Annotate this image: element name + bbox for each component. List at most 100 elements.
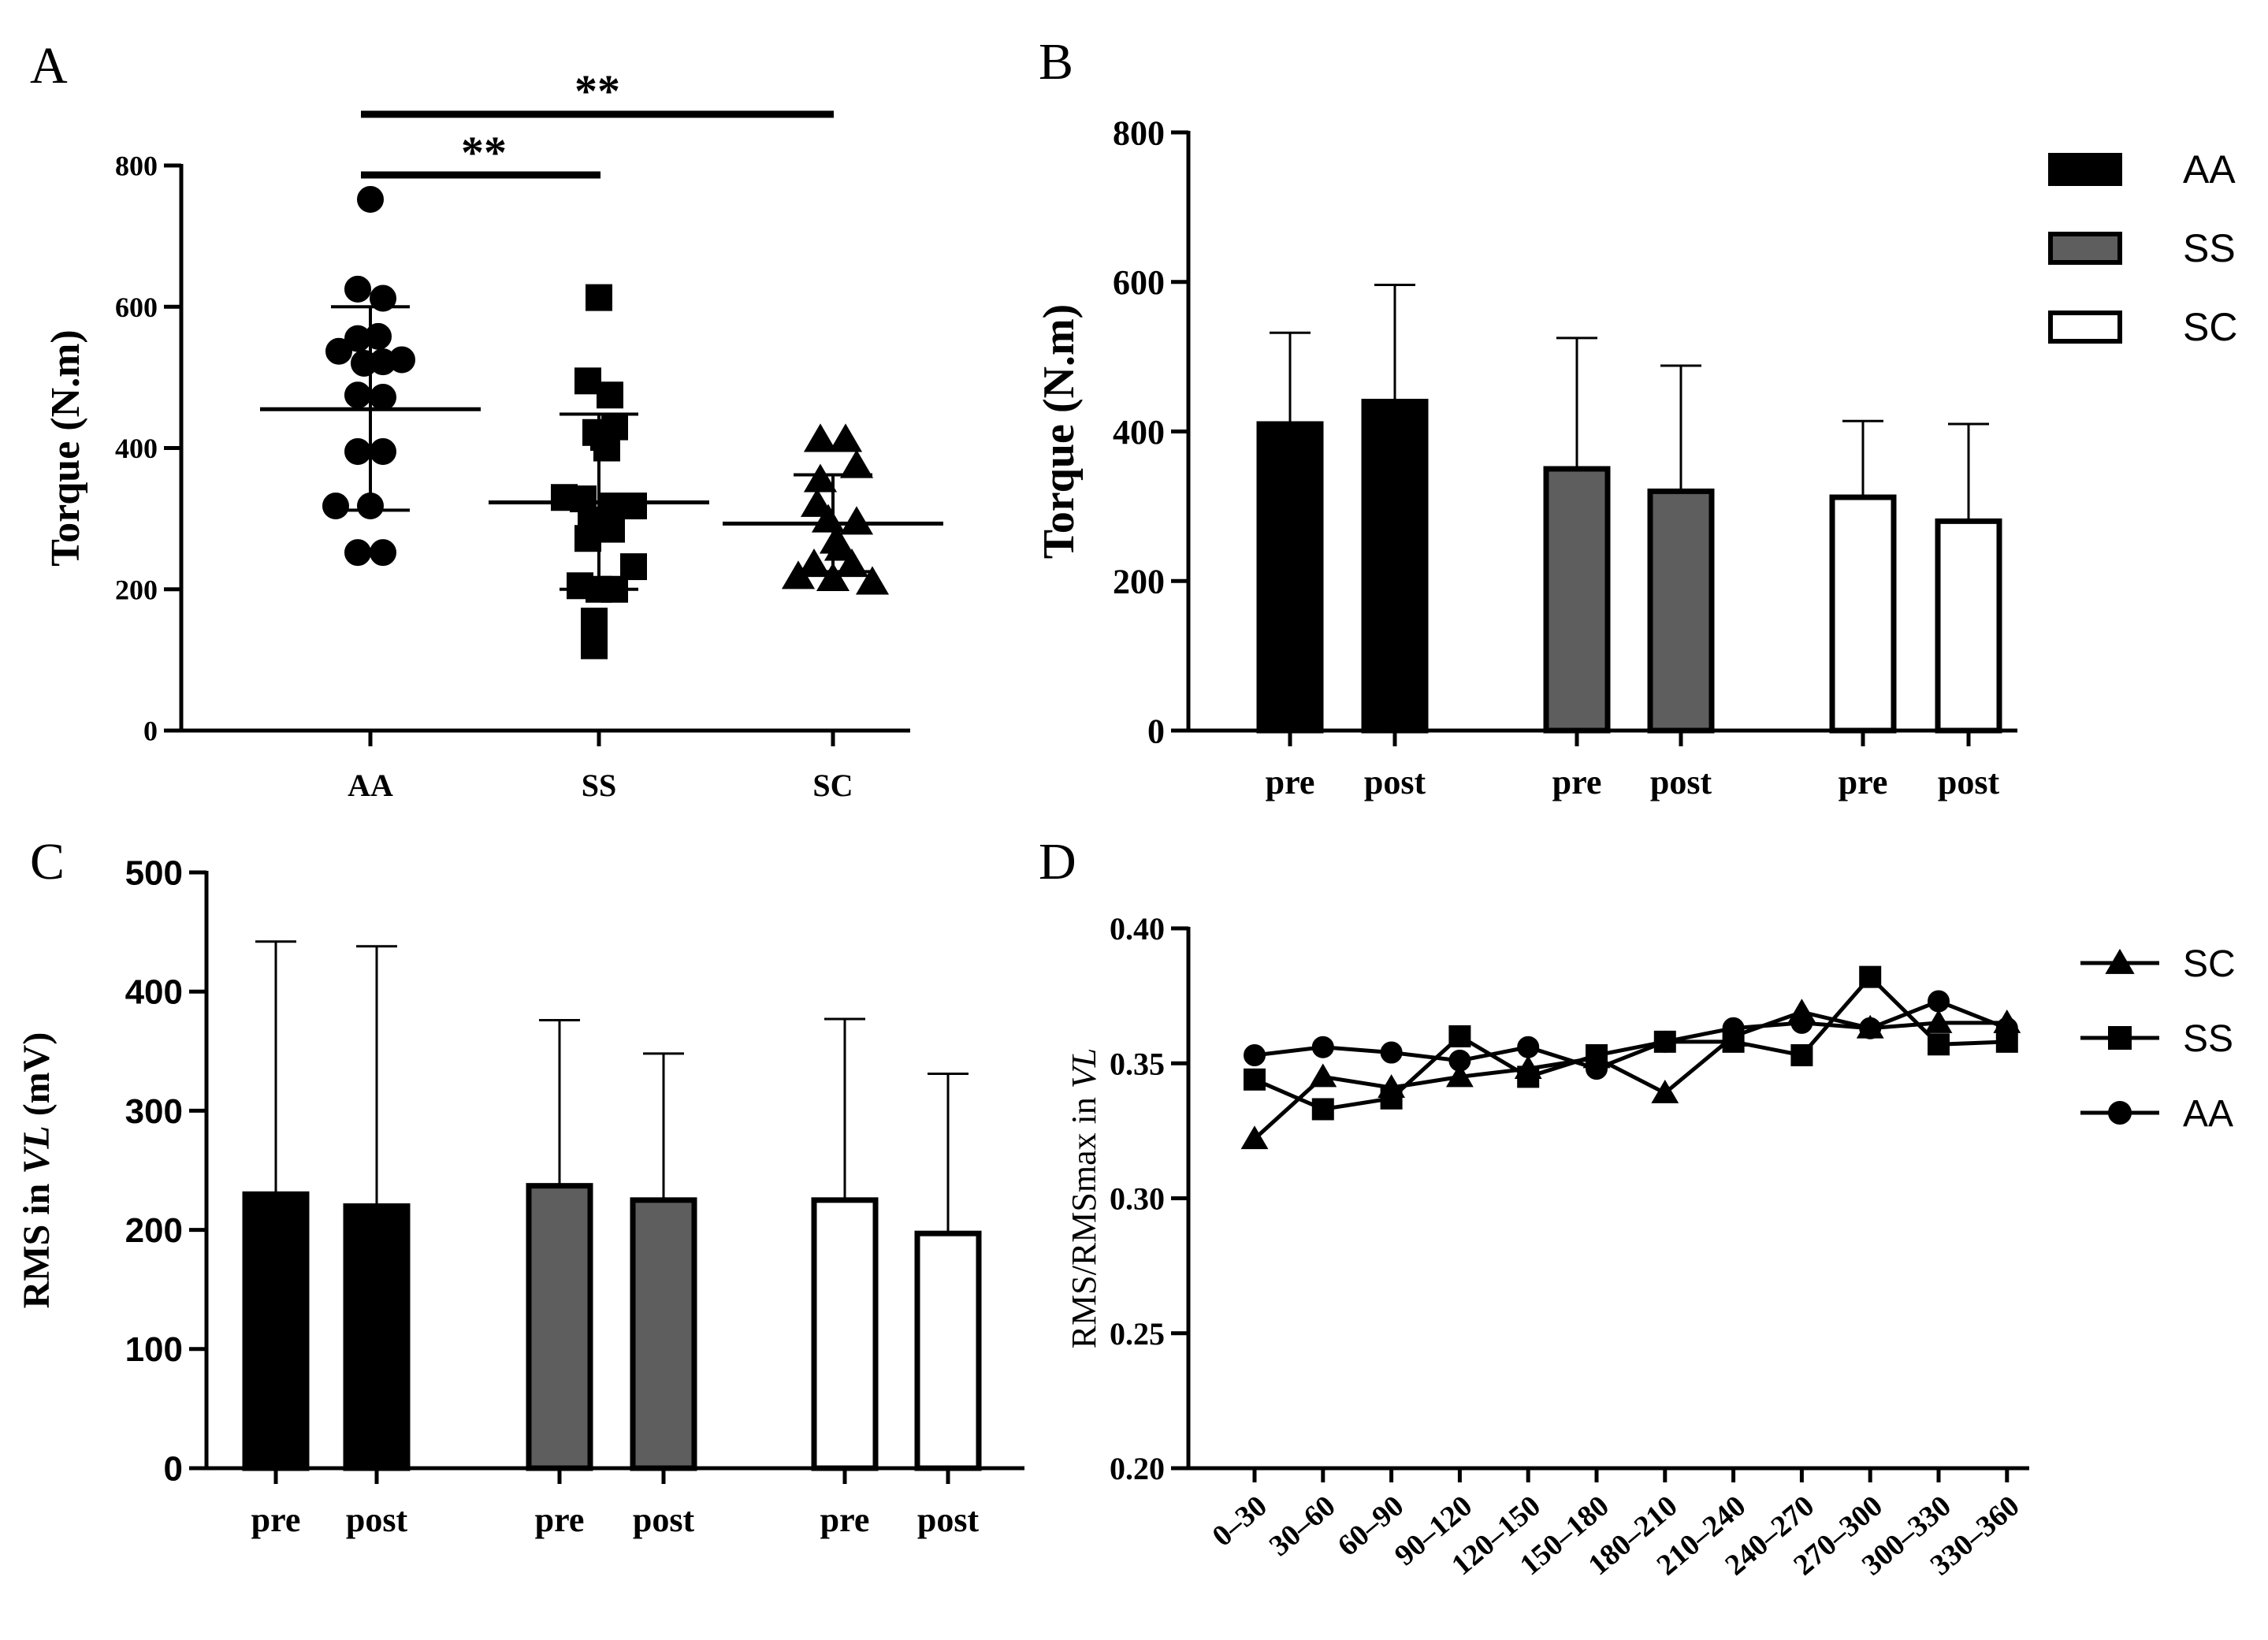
x-tick-label: post xyxy=(1938,763,2000,801)
legend-label-sc: SC xyxy=(2183,943,2236,985)
bar-sc-pre xyxy=(1829,494,1897,734)
data-point xyxy=(322,492,349,519)
panel-a: 0 200 400 600 800 AA SS SC Torque (N.m) ** ** xyxy=(43,65,943,803)
bar-aa-pre xyxy=(1256,421,1324,734)
x-tick-label: pre xyxy=(535,1501,585,1539)
series-point-aa xyxy=(1859,1017,1882,1039)
data-point xyxy=(855,566,890,595)
x-tick-label: post xyxy=(917,1501,980,1539)
legend-marker-sc xyxy=(2105,948,2135,974)
data-point xyxy=(357,186,384,214)
bar-aa-pre xyxy=(242,1191,310,1471)
significance-label: ** xyxy=(461,127,507,178)
series-point-sc xyxy=(1924,1009,1953,1033)
data-point xyxy=(344,539,371,567)
series-point-aa xyxy=(1517,1036,1540,1058)
y-tick-label: 0.30 xyxy=(1110,1181,1165,1217)
series-point-ss xyxy=(1928,1033,1950,1056)
legend-swatch-aa xyxy=(2048,153,2122,186)
panel-label-b: B xyxy=(1039,33,1073,91)
data-point xyxy=(828,423,863,452)
legend-label-ss: SS xyxy=(2183,226,2236,270)
series-point-ss xyxy=(1311,1098,1334,1121)
y-tick-label: 200 xyxy=(125,1211,183,1250)
x-tick-label: 30–60 xyxy=(1263,1489,1342,1563)
x-tick-label: post xyxy=(346,1501,408,1539)
x-tick-label: SC xyxy=(812,768,853,803)
data-point xyxy=(598,515,625,543)
data-point xyxy=(835,548,869,578)
y-tick-label: 0.20 xyxy=(1110,1451,1165,1486)
y-tick-label: 0 xyxy=(143,716,158,747)
x-tick-label: pre xyxy=(1266,763,1315,801)
y-axis-title: Torque (N.m) xyxy=(43,329,88,566)
legend-label-sc: SC xyxy=(2183,305,2237,349)
data-point xyxy=(581,632,608,660)
panel-label-a: A xyxy=(30,37,68,95)
data-point xyxy=(620,492,647,519)
x-tick-label: post xyxy=(1650,763,1712,801)
series-point-aa xyxy=(1928,990,1950,1013)
series-point-sc xyxy=(1240,1125,1269,1150)
data-point xyxy=(370,348,396,376)
series-point-aa xyxy=(1790,1011,1813,1034)
data-point xyxy=(370,539,396,567)
bar-ss-post xyxy=(630,1197,697,1471)
series-point-ss xyxy=(1244,1068,1266,1091)
data-point xyxy=(816,562,850,592)
x-tick-label: 0–30 xyxy=(1207,1489,1273,1553)
y-tick-label: 200 xyxy=(1113,563,1165,601)
legend-swatch-ss xyxy=(2048,232,2122,265)
significance-label: ** xyxy=(574,65,620,117)
data-point xyxy=(839,449,874,478)
x-tick-label: pre xyxy=(251,1501,301,1539)
x-tick-label: pre xyxy=(820,1501,870,1539)
y-tick-label: 800 xyxy=(1113,113,1165,152)
legend-marker-ss xyxy=(2108,1026,2132,1050)
panel-d: 0.200.250.300.350.400–3030–6060–9090–120… xyxy=(1065,911,2236,1582)
series-point-ss xyxy=(1380,1087,1403,1110)
series-point-sc xyxy=(1651,1079,1679,1103)
y-tick-label: 0 xyxy=(164,1449,183,1488)
panel-b: 0 200 400 600 800 pre post pre post pre post Torque… xyxy=(1035,113,2237,801)
y-axis-title: RMS in VL (mV) xyxy=(16,1032,58,1309)
x-tick-label: pre xyxy=(1552,763,1602,801)
data-point xyxy=(344,381,371,409)
data-point xyxy=(803,423,838,452)
y-tick-label: 600 xyxy=(115,292,158,323)
bar-aa-post xyxy=(343,1203,411,1471)
series-point-aa xyxy=(1448,1049,1471,1072)
y-tick-label: 300 xyxy=(125,1092,183,1131)
data-point xyxy=(370,437,396,465)
y-axis-title: Torque (N.m) xyxy=(1035,304,1084,560)
data-point xyxy=(370,383,396,411)
series-point-ss xyxy=(1448,1025,1471,1047)
y-tick-label: 0 xyxy=(1147,712,1165,750)
data-point xyxy=(797,548,831,578)
panel-c: 0 100 200 300 400 500 pre post pre post pre post RMS… xyxy=(16,853,1024,1539)
y-tick-label: 400 xyxy=(115,433,158,464)
bar-sc-post xyxy=(1935,518,2002,734)
panel-label-c: C xyxy=(30,833,65,891)
data-point xyxy=(574,367,601,395)
y-tick-label: 500 xyxy=(125,853,183,892)
series-point-aa xyxy=(1586,1058,1608,1080)
series-line-sc xyxy=(1253,1010,2007,1141)
data-point xyxy=(574,525,601,552)
legend-swatch-sc xyxy=(2048,311,2122,344)
bar-ss-pre xyxy=(1543,466,1611,734)
series-point-sc xyxy=(1309,1063,1337,1088)
series-point-aa xyxy=(1722,1017,1745,1039)
series-point-sc xyxy=(1445,1063,1474,1088)
series-point-aa xyxy=(1995,1017,2018,1039)
legend-label-ss: SS xyxy=(2183,1018,2233,1060)
data-point xyxy=(370,284,396,312)
data-point xyxy=(344,437,371,465)
x-tick-label: post xyxy=(633,1501,695,1539)
y-tick-label: 200 xyxy=(115,574,158,605)
series-point-aa xyxy=(1311,1036,1334,1058)
y-tick-label: 400 xyxy=(125,973,183,1012)
series-point-ss xyxy=(1517,1065,1540,1088)
bar-aa-post xyxy=(1361,399,1429,734)
